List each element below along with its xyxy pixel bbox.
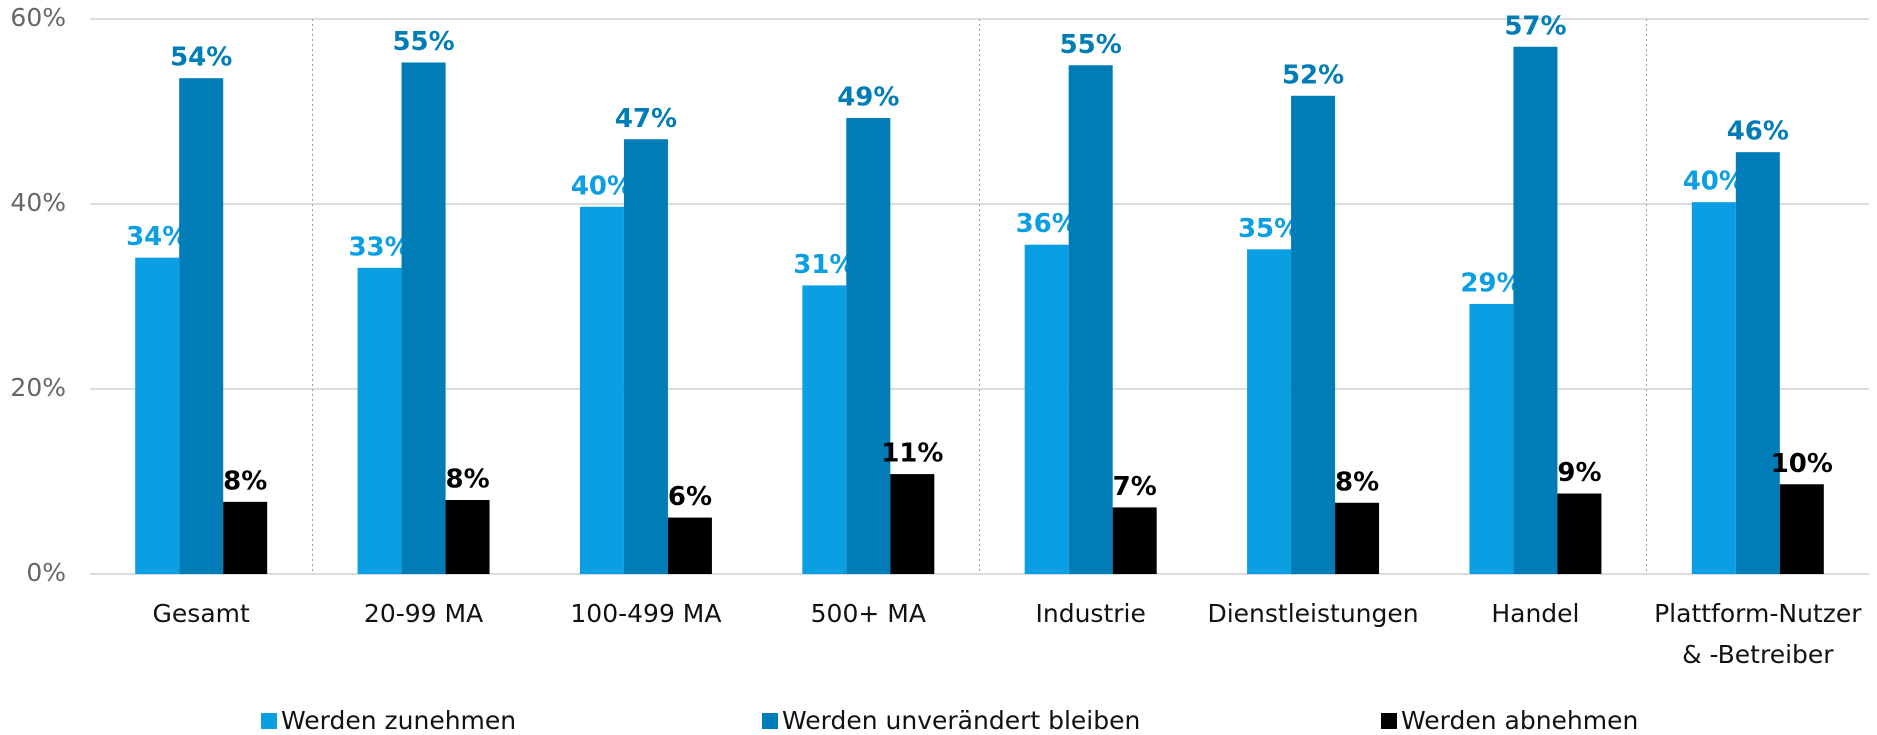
x-tick-label: Gesamt: [152, 599, 250, 628]
bar: [1024, 244, 1069, 574]
bar: [667, 517, 712, 574]
value-label: 57%: [1504, 11, 1566, 41]
value-label: 36%: [1016, 209, 1078, 239]
value-label: 46%: [1727, 117, 1789, 147]
legend-item: Werden zunehmen: [261, 706, 516, 735]
value-label: 55%: [1060, 30, 1122, 60]
bar: [445, 500, 490, 574]
bar: [1557, 493, 1602, 574]
value-label: 8%: [445, 465, 489, 495]
legend-swatch: [1381, 712, 1397, 729]
legend-swatch: [261, 712, 277, 729]
bar: [1779, 484, 1824, 574]
y-tick-label: 20%: [10, 373, 66, 402]
value-label: 7%: [1113, 472, 1157, 502]
bar: [1513, 46, 1558, 574]
value-label: 11%: [881, 439, 943, 469]
value-label: 35%: [1238, 214, 1300, 244]
bar: [802, 285, 847, 574]
legend-item: Werden abnehmen: [1381, 706, 1638, 735]
value-label: 10%: [1771, 449, 1833, 479]
value-label: 40%: [1683, 167, 1745, 197]
y-tick-label: 0%: [26, 558, 66, 587]
bar: [1068, 65, 1113, 574]
legend-label: Werden zunehmen: [281, 706, 517, 735]
y-tick-label: 60%: [10, 3, 66, 32]
value-label: 54%: [170, 43, 232, 73]
x-tick-label: Plattform-Nutzer & -Betreiber: [1654, 599, 1862, 669]
bar: [1247, 249, 1292, 574]
value-label: 31%: [793, 250, 855, 280]
bar: [135, 257, 180, 574]
value-label: 33%: [348, 232, 410, 262]
bar: [890, 474, 935, 574]
x-tick-label: 100-499 MA: [570, 599, 722, 628]
y-tick-label: 40%: [10, 188, 66, 217]
bar: [1335, 502, 1380, 574]
x-tick-label: Handel: [1491, 599, 1580, 628]
bar: [179, 78, 224, 574]
legend-item: Werden unverändert bleiben: [762, 706, 1140, 735]
x-tick-label: 500+ MA: [810, 599, 926, 628]
x-tick-label: Industrie: [1035, 599, 1146, 628]
value-label: 8%: [1335, 467, 1379, 497]
value-label: 40%: [571, 171, 633, 201]
bar: [1291, 95, 1336, 575]
value-label: 29%: [1460, 268, 1522, 298]
value-label: 34%: [126, 222, 188, 252]
value-label: 49%: [837, 82, 899, 112]
x-tick-label: Dienstleistungen: [1207, 599, 1419, 628]
legend-label: Werden unverändert bleiben: [782, 706, 1141, 735]
legend-swatch: [762, 712, 778, 729]
value-label: 47%: [615, 104, 677, 134]
bar: [357, 267, 402, 574]
value-label: 8%: [223, 466, 267, 496]
bar: [1469, 303, 1514, 574]
bar: [1112, 507, 1157, 574]
value-label: 52%: [1282, 60, 1344, 90]
x-tick-label: 20-99 MA: [363, 599, 484, 628]
bar: [579, 206, 624, 574]
bar: [223, 501, 268, 574]
value-label: 55%: [392, 27, 454, 57]
legend-label: Werden abnehmen: [1401, 706, 1639, 735]
bar: [846, 117, 891, 574]
value-label: 6%: [668, 482, 712, 512]
bar: [1691, 202, 1736, 574]
bar: [1735, 152, 1780, 574]
bar: [623, 139, 668, 574]
value-label: 9%: [1557, 458, 1601, 488]
bar: [401, 62, 446, 574]
